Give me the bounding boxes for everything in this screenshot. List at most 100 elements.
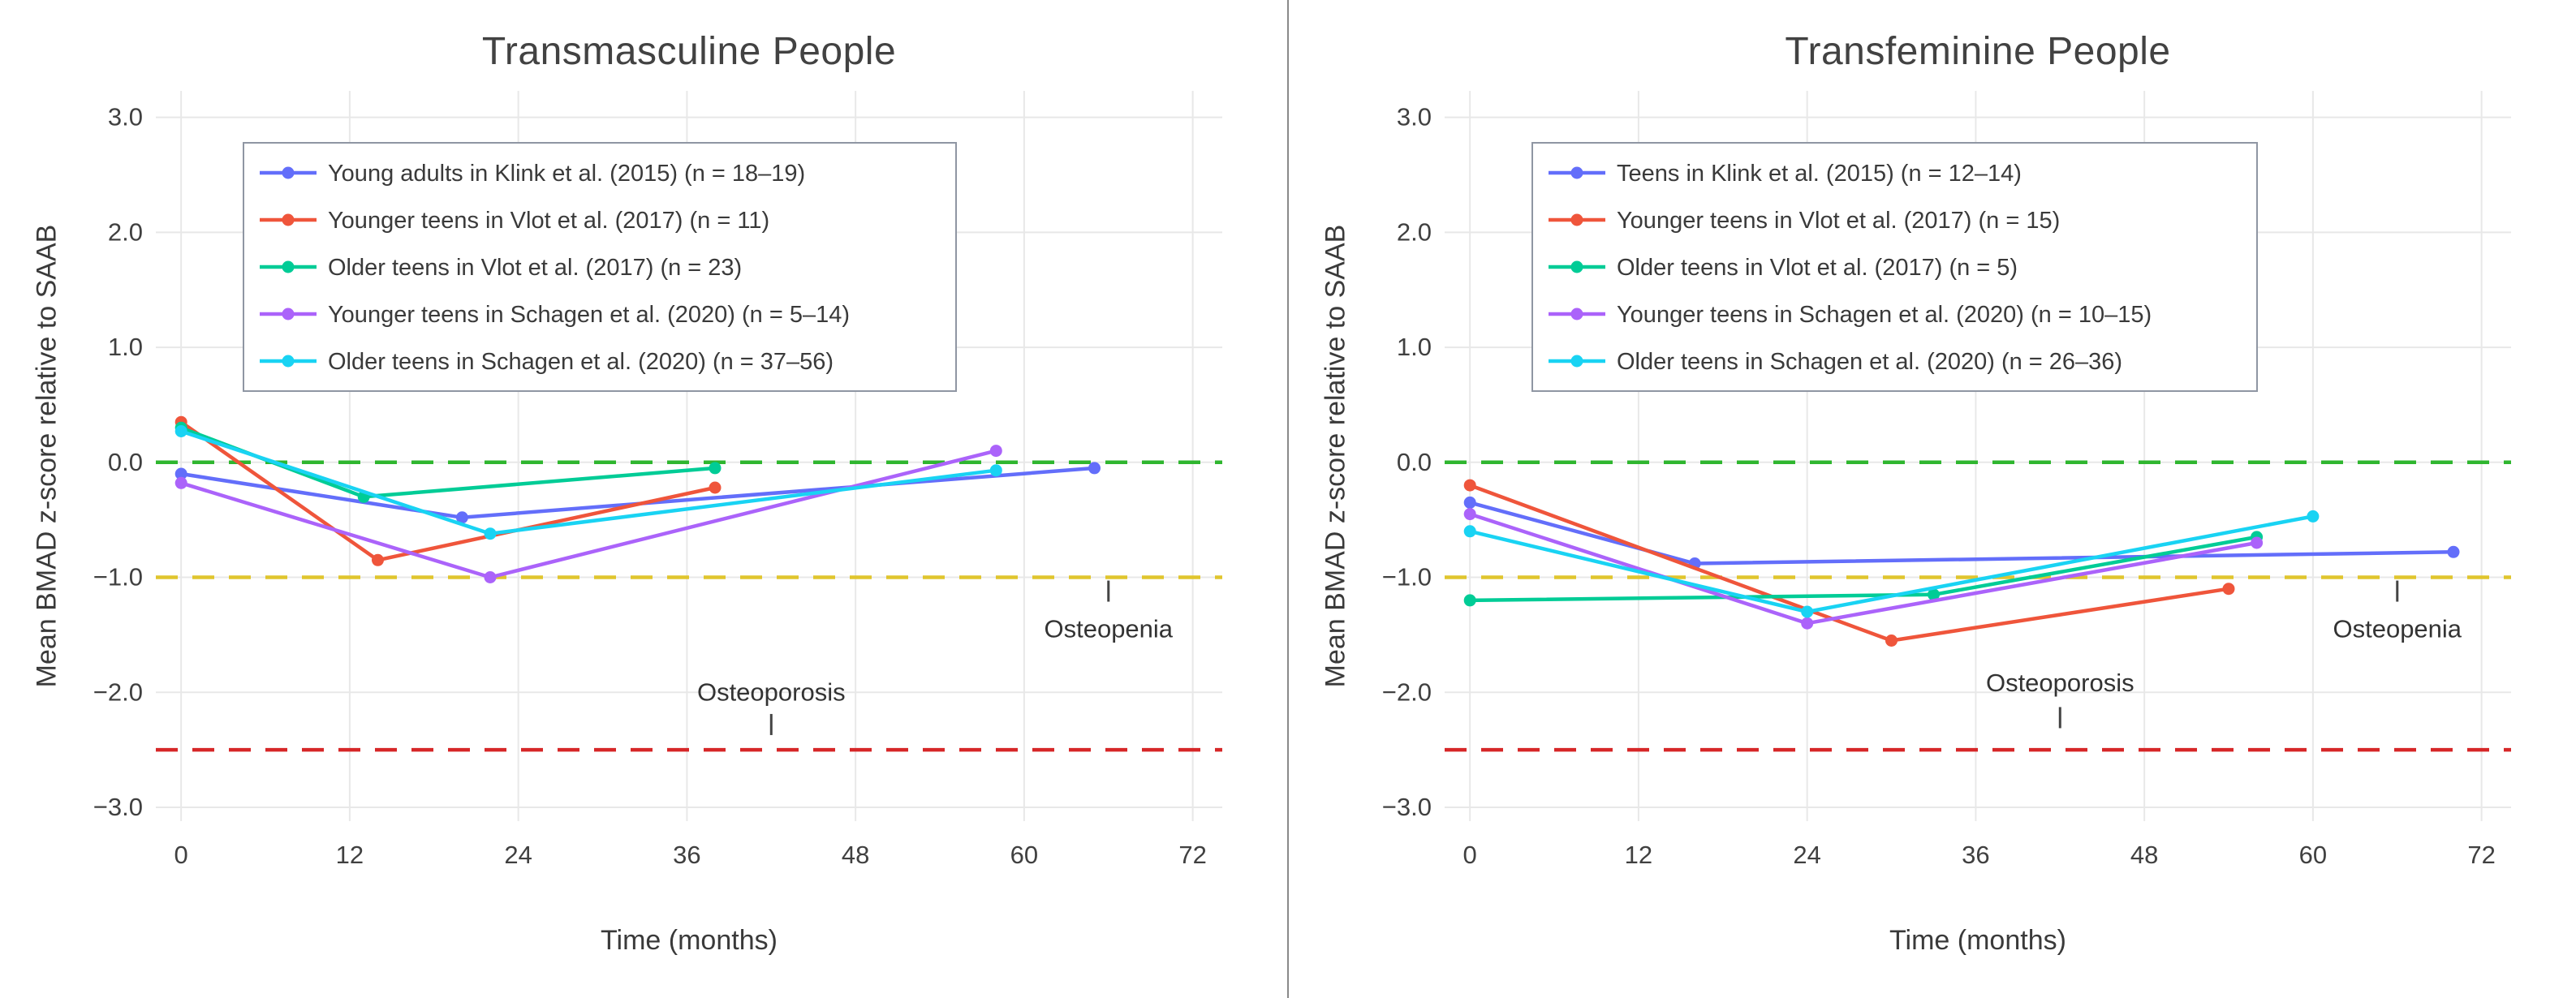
x-tick-label: 36 (673, 841, 700, 869)
data-point (1801, 617, 1814, 630)
data-point (709, 462, 722, 475)
data-point (174, 467, 187, 480)
x-tick-label: 72 (2467, 841, 2495, 869)
chart-title: Transmasculine People (481, 30, 897, 73)
x-tick-label: 0 (174, 841, 188, 869)
data-point (1463, 594, 1476, 607)
annotation-text: Osteoporosis (1986, 669, 2134, 697)
data-point (484, 527, 497, 540)
data-point (1463, 508, 1476, 521)
series-0 (1463, 496, 2460, 570)
panel-divider (1287, 0, 1289, 998)
y-tick-label: −1.0 (93, 563, 143, 591)
x-tick-label: 48 (842, 841, 869, 869)
legend-marker-swatch (1570, 355, 1583, 368)
y-tick-label: −3.0 (93, 793, 143, 821)
data-point (455, 511, 468, 524)
legend-marker-swatch (282, 213, 295, 226)
x-axis-title: Time (months) (601, 925, 778, 956)
legend-marker-swatch (282, 308, 295, 320)
chart-title: Transfeminine People (1785, 30, 2171, 73)
legend-item[interactable]: Younger teens in Schagen et al. (2020) (… (260, 302, 850, 328)
annotation-text: Osteopenia (2333, 614, 2462, 643)
legend-item-label: Teens in Klink et al. (2015) (n = 12–14) (1617, 161, 2022, 187)
y-tick-label: 0.0 (108, 448, 143, 476)
legend-item-label: Older teens in Schagen et al. (2020) (n … (1617, 349, 2122, 375)
legend-item[interactable]: Teens in Klink et al. (2015) (n = 12–14) (1549, 161, 2022, 187)
x-tick-label: 48 (2130, 841, 2158, 869)
data-point (1088, 462, 1101, 475)
legend: Young adults in Klink et al. (2015) (n =… (243, 142, 957, 392)
legend-item[interactable]: Older teens in Vlot et al. (2017) (n = 5… (1549, 255, 2018, 281)
chart-svg-0: 3.0 2.0 1.0 0.0 −1.0 −2.0 −3.0 0 12 24 36 48 60 72 Ost… (93, 91, 1222, 869)
y-tick-label: 3.0 (108, 103, 143, 131)
annotation-text: Osteoporosis (697, 678, 846, 706)
x-tick-label: 72 (1178, 841, 1206, 869)
data-point (1463, 479, 1476, 492)
data-point (1463, 496, 1476, 509)
legend-marker-swatch (1570, 166, 1583, 179)
x-tick-label: 12 (1625, 841, 1652, 869)
data-point (174, 425, 187, 437)
data-point (1928, 588, 1940, 601)
series-2 (1463, 531, 2264, 607)
legend-item-label: Younger teens in Vlot et al. (2017) (n =… (1617, 208, 2060, 234)
annotation-text: Osteopenia (1044, 614, 1173, 643)
data-point (1801, 605, 1814, 618)
transmasculine-chart-panel: Transmasculine People Mean BMAD z-score … (0, 0, 1287, 998)
legend-item-label: Older teens in Vlot et al. (2017) (n = 5… (1617, 255, 2018, 281)
data-point (1463, 525, 1476, 538)
series-4 (174, 425, 1002, 540)
series-3 (1463, 508, 2264, 630)
x-tick-label: 36 (1962, 841, 1989, 869)
data-point (2307, 510, 2320, 523)
x-axis-title: Time (months) (1889, 925, 2066, 956)
y-tick-label: 2.0 (108, 217, 143, 246)
y-tick-label: 2.0 (1397, 217, 1432, 246)
legend-item[interactable]: Younger teens in Vlot et al. (2017) (n =… (1549, 208, 2060, 234)
legend-item-label: Older teens in Vlot et al. (2017) (n = 2… (328, 255, 742, 281)
data-point (372, 553, 384, 566)
legend-marker-swatch (282, 355, 295, 368)
series-1 (1463, 479, 2235, 647)
legend-marker-swatch (282, 166, 295, 179)
legend-item[interactable]: Younger teens in Vlot et al. (2017) (n =… (260, 208, 769, 234)
data-point (989, 445, 1002, 458)
legend-item[interactable]: Young adults in Klink et al. (2015) (n =… (260, 161, 805, 187)
data-point (484, 571, 497, 583)
legend-marker-swatch (1570, 260, 1583, 273)
y-tick-label: 1.0 (108, 333, 143, 361)
legend-marker-swatch (1570, 213, 1583, 226)
data-point (709, 481, 722, 494)
y-tick-label: −3.0 (1382, 793, 1432, 821)
y-tick-label: 3.0 (1397, 103, 1432, 131)
y-tick-label: −2.0 (93, 678, 143, 706)
legend-item-label: Younger teens in Vlot et al. (2017) (n =… (328, 208, 769, 234)
data-point (2447, 545, 2460, 558)
legend-item[interactable]: Younger teens in Schagen et al. (2020) (… (1549, 302, 2152, 328)
y-tick-label: −1.0 (1382, 563, 1432, 591)
legend-item[interactable]: Older teens in Schagen et al. (2020) (n … (260, 349, 834, 375)
legend-item-label: Older teens in Schagen et al. (2020) (n … (328, 349, 834, 375)
data-point (174, 476, 187, 489)
y-tick-label: 1.0 (1397, 333, 1432, 361)
legend-item-label: Younger teens in Schagen et al. (2020) (… (328, 302, 850, 328)
chart-svg-1: 3.0 2.0 1.0 0.0 −1.0 −2.0 −3.0 0 12 24 36 48 60 72 Ost… (1382, 91, 2511, 869)
legend-item[interactable]: Older teens in Schagen et al. (2020) (n … (1549, 349, 2122, 375)
x-tick-label: 24 (504, 841, 532, 869)
x-tick-label: 60 (1010, 841, 1038, 869)
series-4 (1463, 510, 2320, 618)
legend-item-label: Young adults in Klink et al. (2015) (n =… (328, 161, 805, 187)
x-tick-label: 24 (1793, 841, 1820, 869)
legend: Teens in Klink et al. (2015) (n = 12–14)… (1531, 142, 2258, 392)
legend-item-label: Younger teens in Schagen et al. (2020) (… (1617, 302, 2152, 328)
legend-item[interactable]: Older teens in Vlot et al. (2017) (n = 2… (260, 255, 742, 281)
transfeminine-chart-panel: Transfeminine People Mean BMAD z-score r… (1289, 0, 2576, 998)
data-point (1885, 635, 1898, 647)
x-tick-label: 12 (336, 841, 364, 869)
legend-marker-swatch (1570, 308, 1583, 320)
data-point (2251, 536, 2264, 549)
x-tick-label: 60 (2299, 841, 2327, 869)
data-point (2222, 583, 2235, 596)
